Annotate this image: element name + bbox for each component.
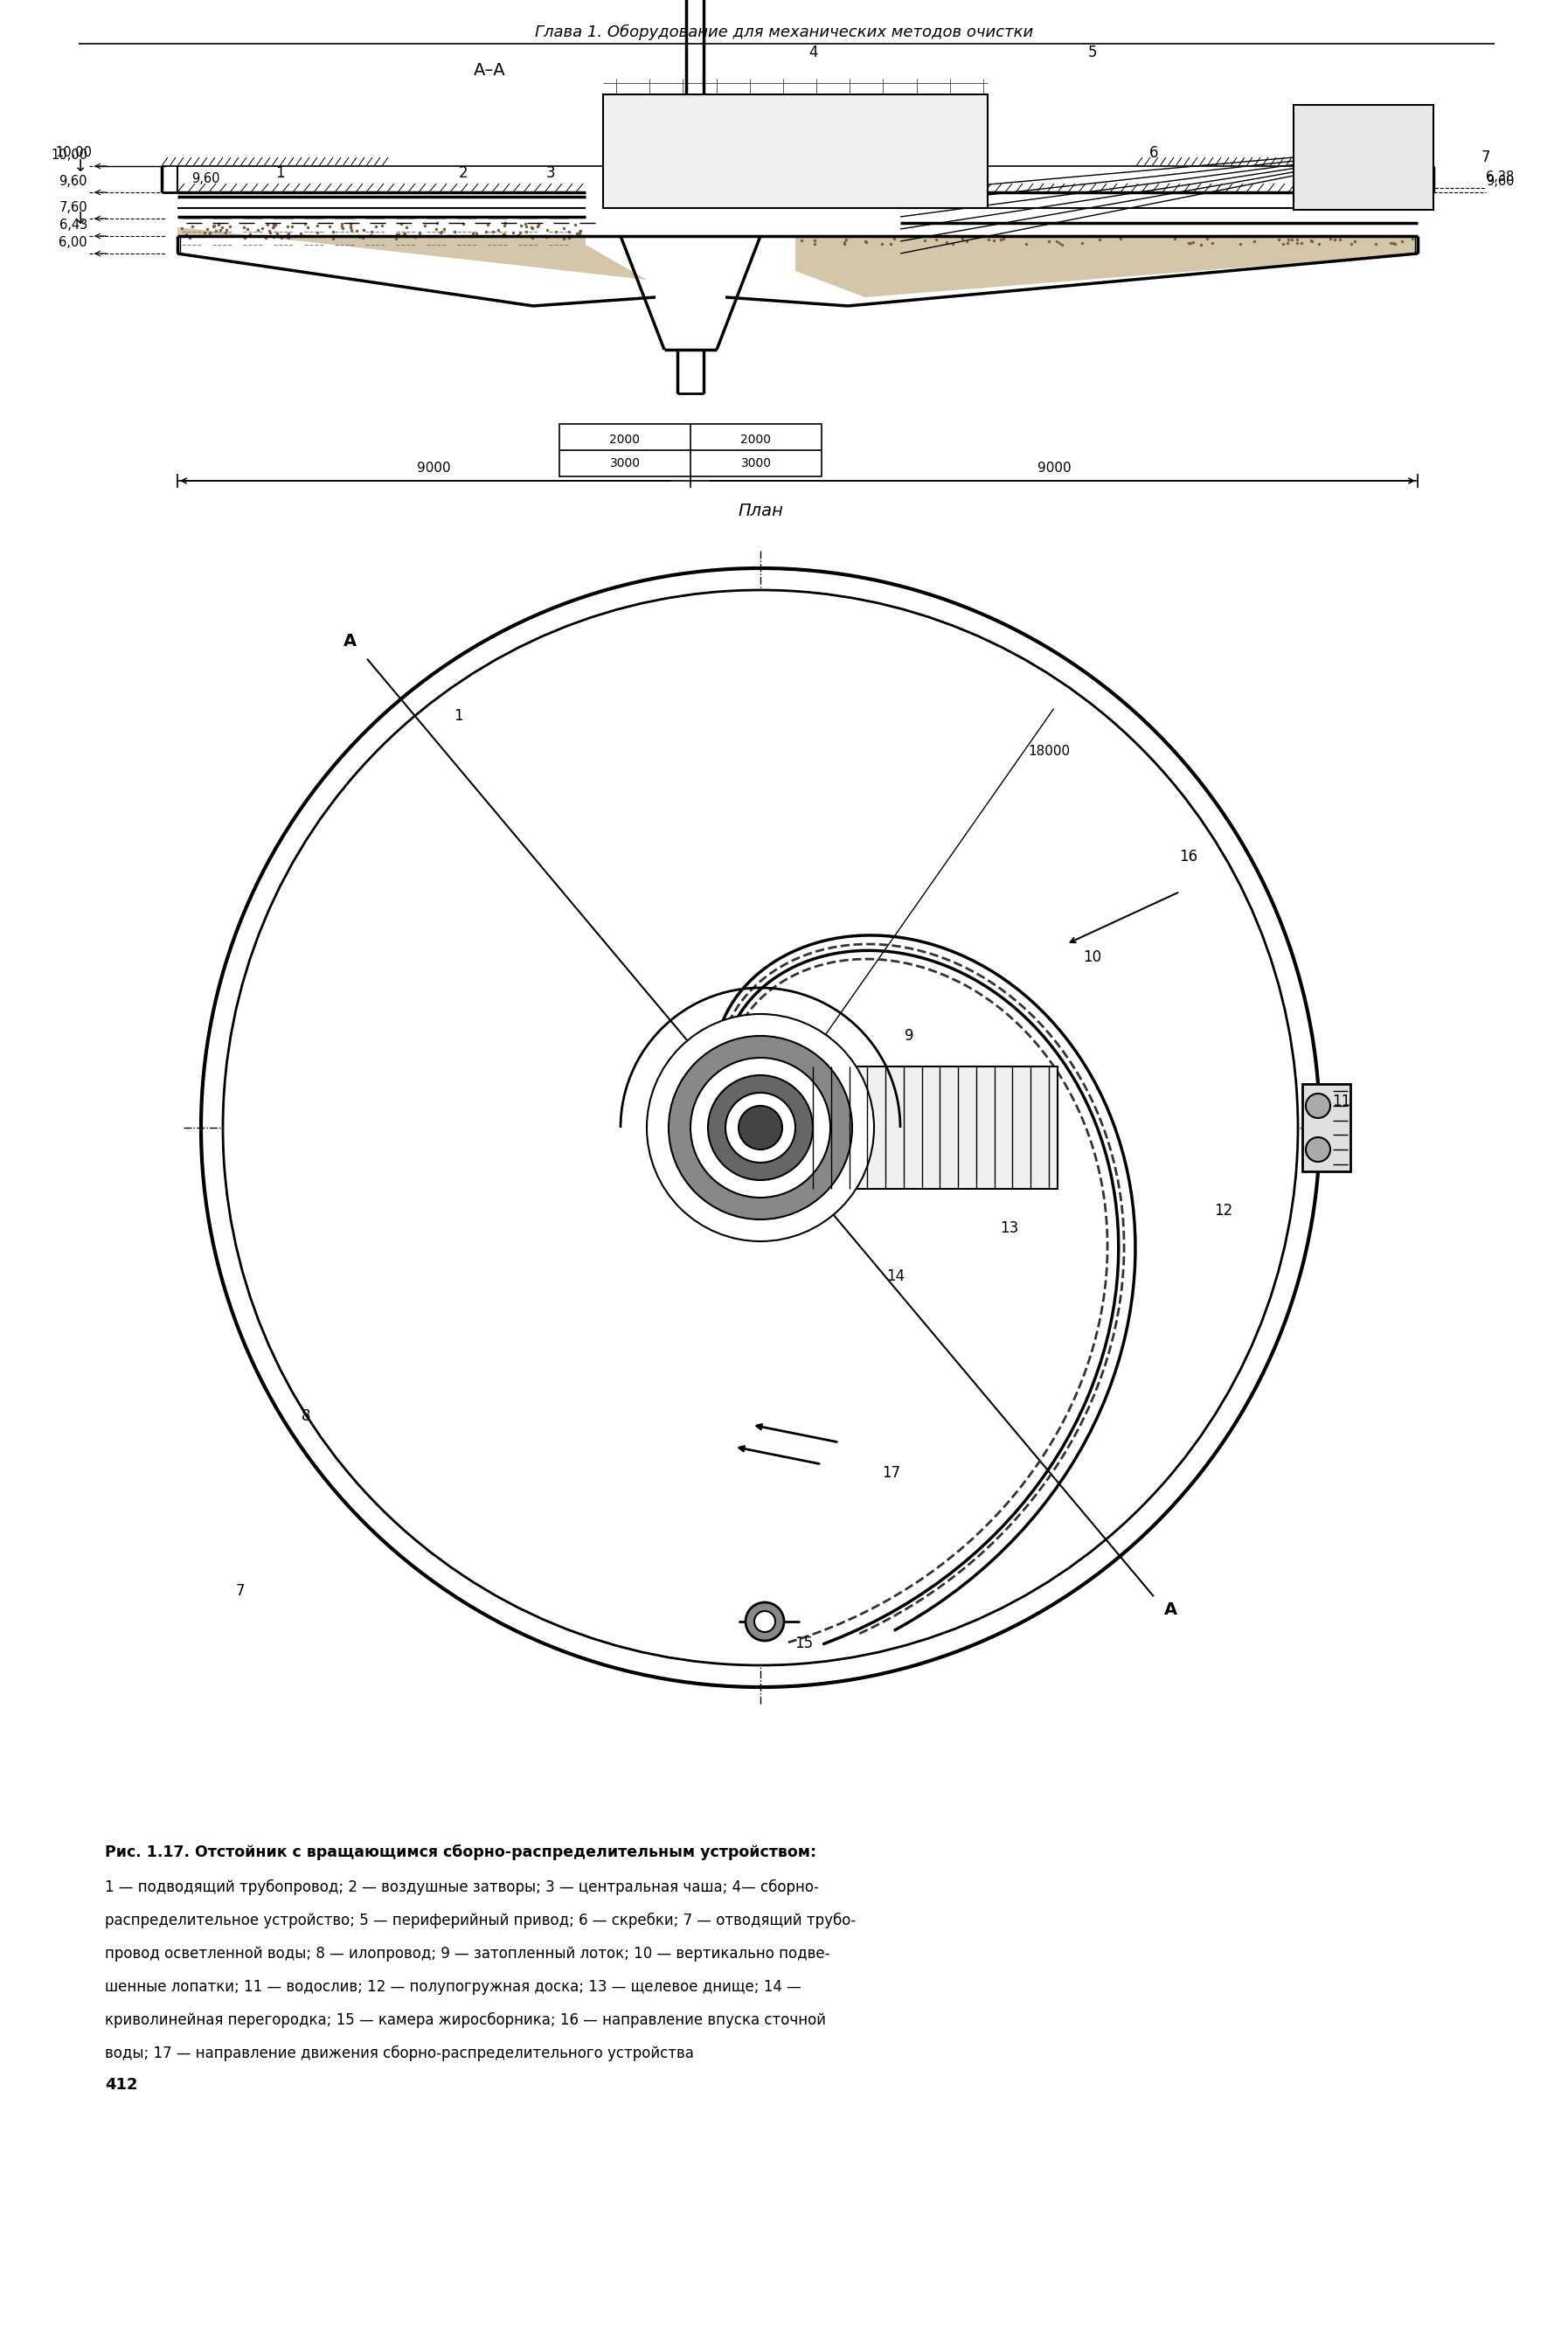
- Circle shape: [668, 1036, 851, 1218]
- Text: ↓: ↓: [74, 159, 88, 175]
- Text: 9,60: 9,60: [191, 173, 220, 184]
- Text: А: А: [1165, 1601, 1178, 1617]
- Text: 12: 12: [1214, 1202, 1232, 1218]
- Text: 9000: 9000: [417, 462, 452, 474]
- Polygon shape: [795, 236, 1417, 296]
- Text: 10: 10: [1083, 950, 1102, 964]
- Text: 18000: 18000: [1027, 745, 1069, 759]
- Text: 9,60: 9,60: [60, 175, 88, 189]
- Text: 4: 4: [808, 44, 817, 61]
- Text: 2: 2: [458, 166, 467, 182]
- Bar: [604, 93, 988, 208]
- Text: 7,60: 7,60: [60, 201, 88, 215]
- Text: 17: 17: [883, 1466, 900, 1480]
- Text: шенные лопатки; 11 — водослив; 12 — полупогружная доска; 13 — щелевое днище; 14 : шенные лопатки; 11 — водослив; 12 — полу…: [105, 1979, 801, 1996]
- Circle shape: [754, 1610, 775, 1631]
- Text: ↓: ↓: [74, 210, 88, 226]
- Text: 412: 412: [105, 2077, 138, 2094]
- Text: 2000: 2000: [610, 434, 640, 446]
- Text: провод осветленной воды; 8 — илопровод; 9 — затопленный лоток; 10 — вертикально : провод осветленной воды; 8 — илопровод; …: [105, 1947, 829, 1961]
- Text: 7: 7: [1482, 149, 1491, 166]
- Text: 15: 15: [795, 1636, 814, 1650]
- Circle shape: [1306, 1137, 1330, 1162]
- Text: 10,00: 10,00: [55, 147, 93, 159]
- Bar: [1303, 1083, 1350, 1172]
- Text: 3000: 3000: [610, 457, 640, 469]
- Text: А–А: А–А: [474, 61, 505, 79]
- Text: 6,00: 6,00: [60, 236, 88, 250]
- Text: 6,43: 6,43: [60, 219, 88, 231]
- Text: 9000: 9000: [1036, 462, 1071, 474]
- Text: 16: 16: [1179, 850, 1198, 864]
- Text: План: План: [737, 504, 782, 520]
- Text: 3: 3: [546, 166, 555, 182]
- Circle shape: [1306, 1095, 1330, 1118]
- Text: 6,38: 6,38: [1486, 170, 1515, 184]
- Text: Глава 1. Оборудование для механических методов очистки: Глава 1. Оборудование для механических м…: [535, 23, 1033, 40]
- Circle shape: [223, 591, 1298, 1664]
- Text: 11: 11: [1333, 1095, 1352, 1109]
- Text: 9,60: 9,60: [1486, 175, 1515, 189]
- Bar: [1294, 105, 1433, 210]
- Circle shape: [690, 1057, 831, 1197]
- Bar: [795, 1067, 1057, 1188]
- Text: 6: 6: [1149, 145, 1159, 161]
- Text: 3000: 3000: [740, 457, 771, 469]
- Circle shape: [745, 1603, 784, 1641]
- Bar: [560, 425, 822, 476]
- Circle shape: [739, 1106, 782, 1151]
- Text: криволинейная перегородка; 15 — камера жиросборника; 16 — направление впуска сто: криволинейная перегородка; 15 — камера ж…: [105, 2012, 826, 2028]
- Circle shape: [709, 1076, 812, 1181]
- Text: 14: 14: [886, 1267, 905, 1284]
- Text: 5: 5: [1088, 44, 1098, 61]
- Circle shape: [726, 1092, 795, 1162]
- Text: распределительное устройство; 5 — периферийный привод; 6 — скребки; 7 — отводящи: распределительное устройство; 5 — перифе…: [105, 1912, 856, 1928]
- Text: А: А: [343, 633, 356, 649]
- Text: 10,00: 10,00: [50, 149, 88, 161]
- Text: Рис. 1.17. Отстойник с вращающимся сборно-распределительным устройством:: Рис. 1.17. Отстойник с вращающимся сборн…: [105, 1844, 817, 1860]
- Text: 1: 1: [274, 166, 284, 182]
- Text: 9: 9: [905, 1027, 914, 1043]
- Text: воды; 17 — направление движения сборно-распределительного устройства: воды; 17 — направление движения сборно-р…: [105, 2045, 695, 2061]
- Circle shape: [646, 1013, 873, 1242]
- Text: 7: 7: [235, 1582, 245, 1599]
- Text: 1: 1: [453, 707, 463, 724]
- Text: 1 — подводящий трубопровод; 2 — воздушные затворы; 3 — центральная чаша; 4— сбор: 1 — подводящий трубопровод; 2 — воздушны…: [105, 1879, 818, 1895]
- Text: 2000: 2000: [740, 434, 771, 446]
- Text: 13: 13: [1000, 1221, 1019, 1237]
- Polygon shape: [177, 226, 646, 280]
- Text: 8: 8: [301, 1407, 310, 1424]
